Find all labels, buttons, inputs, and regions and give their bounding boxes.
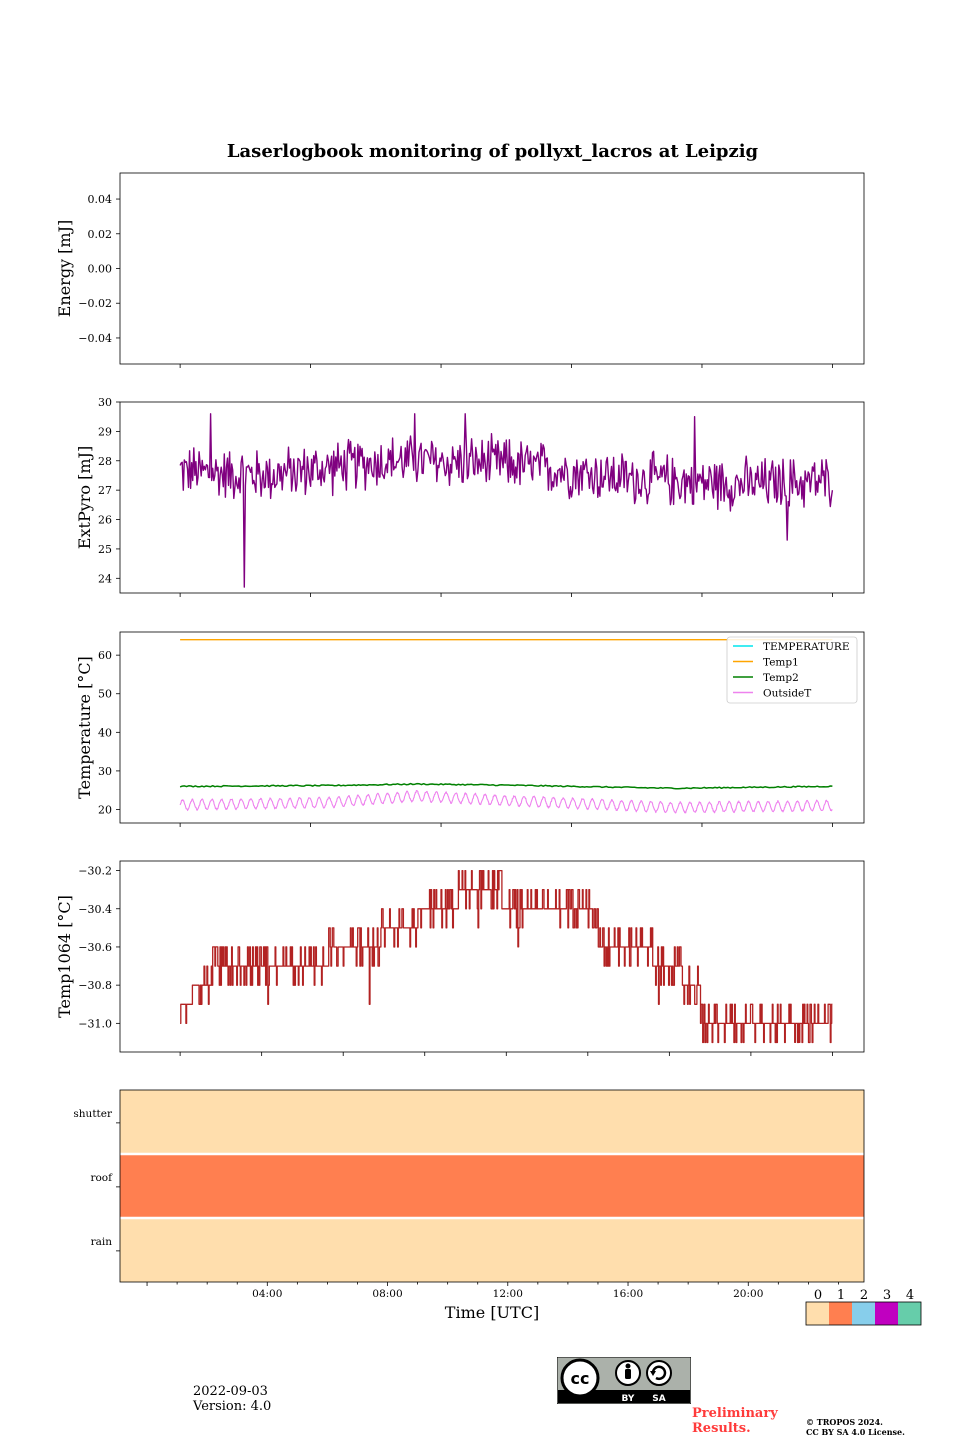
status-row-label: roof xyxy=(90,1172,113,1184)
y-tick-label: 0.04 xyxy=(88,193,113,206)
status-row-rain xyxy=(120,1218,864,1282)
y-tick-label: −0.02 xyxy=(78,297,112,310)
y-tick-label: −0.04 xyxy=(78,332,112,345)
series-extpyro xyxy=(179,413,834,588)
y-tick-label: −30.6 xyxy=(78,941,112,954)
colorbar-label: 1 xyxy=(837,1288,845,1303)
colorbar-cell xyxy=(898,1302,921,1325)
panel-temperature: 20 30 40 50 60 Temperature [°C] TEMPERATURE Tem… xyxy=(75,631,865,827)
legend-label: Temp2 xyxy=(763,672,799,684)
colorbar-cell xyxy=(875,1302,898,1325)
copyright-notice: © TROPOS 2024. CC BY SA 4.0 License. xyxy=(806,1417,936,1437)
panel-energy: 0.04 0.02 0.00 −0.02 −0.04 Energy [mJ] xyxy=(55,172,865,368)
colorbar-frame xyxy=(805,1301,922,1326)
y-tick-label: 20 xyxy=(98,803,112,816)
panel-extpyro: 24 25 26 27 28 29 30 ExtPyro [mJ] xyxy=(75,396,865,597)
y-tick-label: −30.2 xyxy=(78,865,112,878)
legend-label: Temp1 xyxy=(763,657,799,669)
svg-text:cc: cc xyxy=(571,1369,590,1388)
y-tick-label: 30 xyxy=(98,765,112,778)
cc-sa-label: SA xyxy=(652,1394,665,1404)
y-tick-label: −30.4 xyxy=(78,903,112,916)
x-tick-label: 12:00 xyxy=(493,1288,523,1300)
series-outsidet xyxy=(179,789,833,814)
y-tick-label: −30.8 xyxy=(78,979,112,992)
status-row-roof xyxy=(120,1154,864,1218)
y-axis-label: Energy [mJ] xyxy=(55,220,74,318)
x-tick-label: 08:00 xyxy=(372,1288,402,1300)
status-row-shutter xyxy=(120,1090,864,1154)
y-axis-label: Temperature [°C] xyxy=(75,656,94,799)
colorbar-cell xyxy=(852,1302,875,1325)
status-row-label: rain xyxy=(91,1236,113,1248)
legend: TEMPERATURE Temp1 Temp2 OutsideT xyxy=(726,636,858,704)
x-tick-label: 20:00 xyxy=(733,1288,763,1300)
page-title: Laserlogbook monitoring of pollyxt_lacro… xyxy=(226,141,759,162)
axes-frame xyxy=(119,1089,865,1283)
license-line: CC BY SA 4.0 License. xyxy=(806,1427,905,1437)
y-axis-label: Temp1064 [°C] xyxy=(55,895,74,1018)
y-tick-label: −31.0 xyxy=(78,1017,112,1030)
y-tick-label: 27 xyxy=(98,484,112,497)
copyright-line: © TROPOS 2024. xyxy=(806,1417,883,1427)
y-tick-label: 40 xyxy=(98,726,112,739)
colorbar-label: 4 xyxy=(906,1288,914,1303)
y-tick-label: 26 xyxy=(98,514,112,527)
panel-status: shutter roof rain 04:00 08:00 12:00 16:00 20:00… xyxy=(73,1089,922,1326)
axes-frame xyxy=(119,631,865,824)
legend-label: TEMPERATURE xyxy=(763,641,850,653)
y-tick-label: 60 xyxy=(98,649,112,662)
series-temp2 xyxy=(179,782,833,790)
colorbar-label: 0 xyxy=(814,1288,822,1303)
y-axis-label: ExtPyro [mJ] xyxy=(75,446,94,549)
x-tick-label: 04:00 xyxy=(252,1288,282,1300)
y-tick-label: 30 xyxy=(98,396,112,409)
colorbar-label: 3 xyxy=(883,1288,891,1303)
axes-frame xyxy=(119,401,865,594)
y-tick-label: 25 xyxy=(98,543,112,556)
status-row-label: shutter xyxy=(73,1108,113,1120)
y-tick-label: 28 xyxy=(98,455,112,468)
y-tick-label: 0.02 xyxy=(88,228,113,241)
version-label: Version: 4.0 xyxy=(193,1399,272,1414)
colorbar-cell xyxy=(829,1302,852,1325)
colorbar-label: 2 xyxy=(860,1288,868,1303)
panel-temp1064: −30.2 −30.4 −30.6 −30.8 −31.0 Temp1064 [°C] xyxy=(55,860,865,1056)
cc-by-label: BY xyxy=(622,1394,635,1404)
y-tick-label: 24 xyxy=(98,572,112,585)
cc-by-sa-license-icon: cc BY SA xyxy=(557,1357,691,1404)
axes-frame xyxy=(119,860,865,1053)
colorbar-cell xyxy=(806,1302,829,1325)
y-tick-label: 0.00 xyxy=(88,263,113,276)
date-label: 2022-09-03 xyxy=(193,1384,268,1399)
x-tick-label: 16:00 xyxy=(613,1288,643,1300)
legend-box xyxy=(726,636,858,704)
axes-frame xyxy=(119,172,865,365)
x-axis-label: Time [UTC] xyxy=(445,1303,539,1322)
y-tick-label: 29 xyxy=(98,425,112,438)
series-temp1064 xyxy=(180,869,833,1044)
y-tick-label: 50 xyxy=(98,688,112,701)
preliminary-results-label: Preliminary Results. xyxy=(692,1406,778,1436)
legend-label: OutsideT xyxy=(763,688,811,700)
